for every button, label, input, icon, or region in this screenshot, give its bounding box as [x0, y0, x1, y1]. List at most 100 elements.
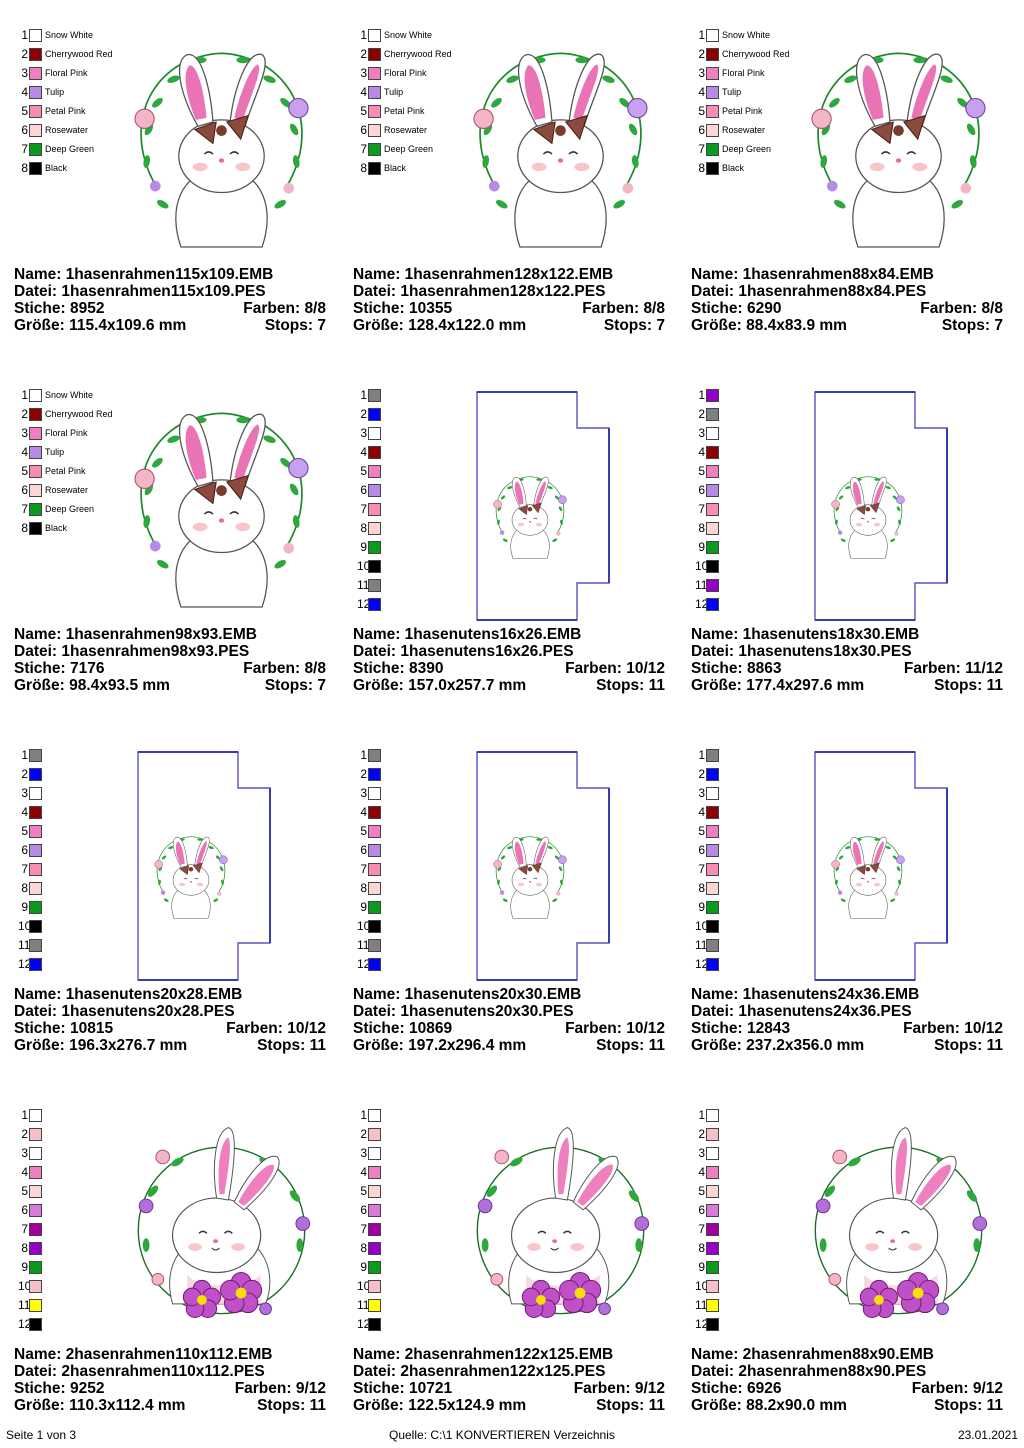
- thread-index: 9: [698, 900, 705, 914]
- thread-index: 4: [360, 805, 367, 819]
- thread-color-row: 4 Tulip: [18, 445, 64, 459]
- thread-color-row: 2 Cherrywood Red: [18, 407, 112, 421]
- thread-index: 11: [695, 578, 708, 592]
- thread-index: 2: [21, 407, 28, 421]
- thread-index: 3: [360, 66, 367, 80]
- thread-index: 5: [360, 1184, 367, 1198]
- thread-index: 5: [698, 1184, 705, 1198]
- thread-swatch: [368, 1317, 381, 1331]
- thread-color-row: 3 Floral Pink: [18, 426, 87, 440]
- thread-color-row: 1 Snow White: [18, 388, 93, 402]
- design-info: Name: 2hasenrahmen122x125.EMB Datei: 2ha…: [353, 1346, 665, 1414]
- thread-swatch: [706, 559, 719, 573]
- stop-count: Stops: 11: [596, 1037, 665, 1054]
- thread-color-row: 10: [18, 1279, 42, 1293]
- thread-color-row: 4: [695, 1165, 719, 1179]
- thread-color-row: 3: [18, 1146, 42, 1160]
- thread-index: 5: [360, 824, 367, 838]
- thread-swatch: [368, 104, 381, 118]
- color-count: Farben: 10/12: [565, 1020, 665, 1037]
- thread-index: 5: [21, 104, 28, 118]
- thread-swatch: [368, 407, 381, 421]
- thread-name: Black: [45, 163, 68, 173]
- design-stats-line: Stiche: 10815 Farben: 10/12: [14, 1020, 326, 1037]
- thread-name: Tulip: [384, 87, 404, 97]
- thread-swatch: [368, 957, 381, 971]
- design-file: Datei: 2hasenrahmen88x90.PES: [691, 1363, 927, 1380]
- thread-swatch: [368, 824, 381, 838]
- thread-color-row: 8 Black: [695, 161, 744, 175]
- thread-swatch: [706, 540, 719, 554]
- thread-index: 6: [21, 123, 28, 137]
- design-preview: [114, 388, 329, 623]
- thread-swatch: [29, 843, 42, 857]
- design-card: 1 Snow White 2 Cherrywood Red 3 Floral Pink 4 T…: [14, 28, 334, 368]
- thread-index: 3: [21, 786, 28, 800]
- thread-swatch: [368, 938, 381, 952]
- thread-swatch: [368, 142, 381, 156]
- thread-swatch: [368, 1127, 381, 1141]
- thread-color-row: 4: [18, 805, 42, 819]
- stop-count: Stops: 7: [941, 317, 1003, 334]
- thread-swatch: [29, 388, 42, 402]
- stitch-count: Stiche: 10815: [14, 1020, 114, 1037]
- thread-index: 5: [21, 824, 28, 838]
- thread-color-row: 2: [695, 767, 719, 781]
- thread-index: 6: [698, 843, 705, 857]
- design-card: 1 2 3 4 5 6 7 8 9 10 11 12: [353, 1108, 673, 1448]
- thread-swatch: [706, 142, 719, 156]
- design-file-line: Datei: 2hasenrahmen122x125.PES: [353, 1363, 665, 1380]
- thread-swatch: [368, 28, 381, 42]
- thread-color-row: 1: [695, 748, 719, 762]
- thread-swatch: [706, 483, 719, 497]
- thread-color-row: 2: [357, 1127, 381, 1141]
- thread-index: 6: [21, 843, 28, 857]
- thread-color-row: 10: [357, 559, 381, 573]
- design-name-line: Name: 1hasenrahmen115x109.EMB: [14, 266, 326, 283]
- source-path: Quelle: C:\1 KONVERTIEREN Verzeichnis: [389, 1428, 615, 1442]
- design-file: Datei: 1hasenutens20x30.PES: [353, 1003, 574, 1020]
- thread-swatch: [706, 464, 719, 478]
- thread-name: Deep Green: [45, 504, 95, 514]
- thread-swatch: [29, 748, 42, 762]
- thread-color-row: 8: [695, 521, 719, 535]
- design-name-line: Name: 1hasenutens16x26.EMB: [353, 626, 665, 643]
- thread-index: 2: [21, 767, 28, 781]
- design-stats-line: Stiche: 9252 Farben: 9/12: [14, 1380, 326, 1397]
- thread-swatch: [706, 1165, 719, 1179]
- thread-color-row: 2: [357, 767, 381, 781]
- thread-color-row: 5: [357, 464, 381, 478]
- thread-name: Black: [384, 163, 407, 173]
- thread-swatch: [706, 805, 719, 819]
- design-preview: [453, 28, 668, 263]
- thread-swatch: [368, 597, 381, 611]
- thread-color-row: 1: [357, 1108, 381, 1122]
- thread-swatch: [706, 28, 719, 42]
- thread-color-row: 3: [357, 786, 381, 800]
- thread-swatch: [368, 123, 381, 137]
- stitch-count: Stiche: 9252: [14, 1380, 105, 1397]
- design-size: Größe: 157.0x257.7 mm: [353, 677, 527, 694]
- design-file: Datei: 1hasenrahmen88x84.PES: [691, 283, 927, 300]
- color-count: Farben: 9/12: [911, 1380, 1003, 1397]
- design-size-line: Größe: 157.0x257.7 mm Stops: 11: [353, 677, 665, 694]
- thread-swatch: [29, 1108, 42, 1122]
- stop-count: Stops: 7: [264, 677, 326, 694]
- thread-index: 2: [698, 767, 705, 781]
- design-name: Name: 1hasenutens18x30.EMB: [691, 626, 920, 643]
- thread-color-row: 7 Deep Green: [695, 142, 771, 156]
- thread-color-row: 3: [18, 786, 42, 800]
- thread-color-row: 6: [695, 1203, 719, 1217]
- design-name: Name: 1hasenrahmen98x93.EMB: [14, 626, 257, 643]
- thread-index: 8: [21, 1241, 28, 1255]
- thread-swatch: [368, 483, 381, 497]
- thread-swatch: [706, 900, 719, 914]
- design-size-line: Größe: 237.2x356.0 mm Stops: 11: [691, 1037, 1003, 1054]
- page-footer: Seite 1 von 3 Quelle: C:\1 KONVERTIEREN …: [0, 1428, 1024, 1444]
- design-name: Name: 1hasenutens20x30.EMB: [353, 986, 582, 1003]
- thread-swatch: [29, 919, 42, 933]
- thread-color-row: 7: [18, 862, 42, 876]
- color-count: Farben: 8/8: [243, 660, 326, 677]
- thread-index: 10: [695, 559, 709, 573]
- thread-index: 7: [698, 142, 705, 156]
